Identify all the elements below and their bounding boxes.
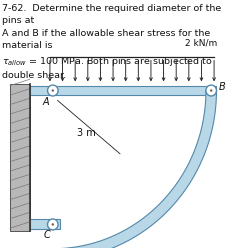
Text: C: C	[43, 230, 50, 240]
Text: 2 kN/m: 2 kN/m	[186, 39, 218, 48]
Circle shape	[48, 219, 58, 230]
Circle shape	[210, 89, 212, 92]
Circle shape	[48, 85, 58, 96]
Circle shape	[52, 223, 54, 226]
Text: B: B	[219, 82, 225, 92]
FancyBboxPatch shape	[10, 84, 30, 231]
Circle shape	[52, 89, 54, 92]
Polygon shape	[30, 219, 60, 229]
Text: 3 m: 3 m	[77, 128, 96, 138]
Polygon shape	[53, 91, 216, 248]
Polygon shape	[30, 86, 216, 95]
Text: A: A	[42, 97, 49, 107]
Circle shape	[206, 85, 216, 96]
Text: 7-62.  Determine the required diameter of the pins at
A and B if the allowable s: 7-62. Determine the required diameter of…	[2, 4, 222, 80]
